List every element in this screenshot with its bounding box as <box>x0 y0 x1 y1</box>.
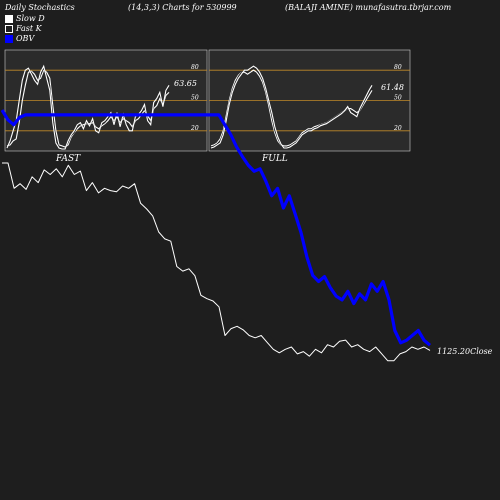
fast-ytick-20: 20 <box>190 125 199 132</box>
legend-obv: OBV <box>5 34 34 43</box>
series-line-obv <box>0 109 432 347</box>
full-ytick-80: 80 <box>394 64 402 71</box>
full-panel-label: FULL <box>261 154 288 164</box>
fast-last-value: 63.65 <box>174 79 197 88</box>
close-price-label: 1125.20Close <box>437 347 493 356</box>
chart-symbol: (BALAJI AMINE) munafasutra.tbrjar.com <box>285 3 452 12</box>
legend-slow-d-swatch <box>5 14 13 23</box>
legend-fast-k: Fast K <box>5 24 42 33</box>
fast-ytick-50: 50 <box>191 95 199 102</box>
legend-slow-d: Slow D <box>5 14 45 23</box>
chart-title: Daily Stochastics <box>5 3 75 12</box>
full-ytick-50: 50 <box>394 95 402 102</box>
legend-obv-swatch <box>5 34 13 43</box>
full-last-value: 61.48 <box>381 83 404 92</box>
legend-fast-k-label: Fast K <box>16 24 42 33</box>
chart-params: (14,3,3) Charts for 530999 <box>128 3 237 12</box>
fast-panel-label: FAST <box>55 154 81 164</box>
series-line-close <box>2 162 431 362</box>
legend-fast-k-swatch <box>5 24 13 33</box>
fast-ytick-80: 80 <box>191 64 199 71</box>
legend-obv-label: OBV <box>16 34 35 43</box>
fast-series-line-2 <box>6 64 170 150</box>
fast-stochastic-panel: 20 50 80 FAST 63.65 <box>4 49 208 164</box>
full-series-line-2 <box>210 65 373 149</box>
price-obv-panel: 1125.20Close <box>0 109 493 362</box>
legend-slow-d-label: Slow D <box>16 14 45 23</box>
full-stochastic-panel: 20 50 80 FULL 61.48 <box>208 49 411 164</box>
full-ytick-20: 20 <box>393 125 402 132</box>
